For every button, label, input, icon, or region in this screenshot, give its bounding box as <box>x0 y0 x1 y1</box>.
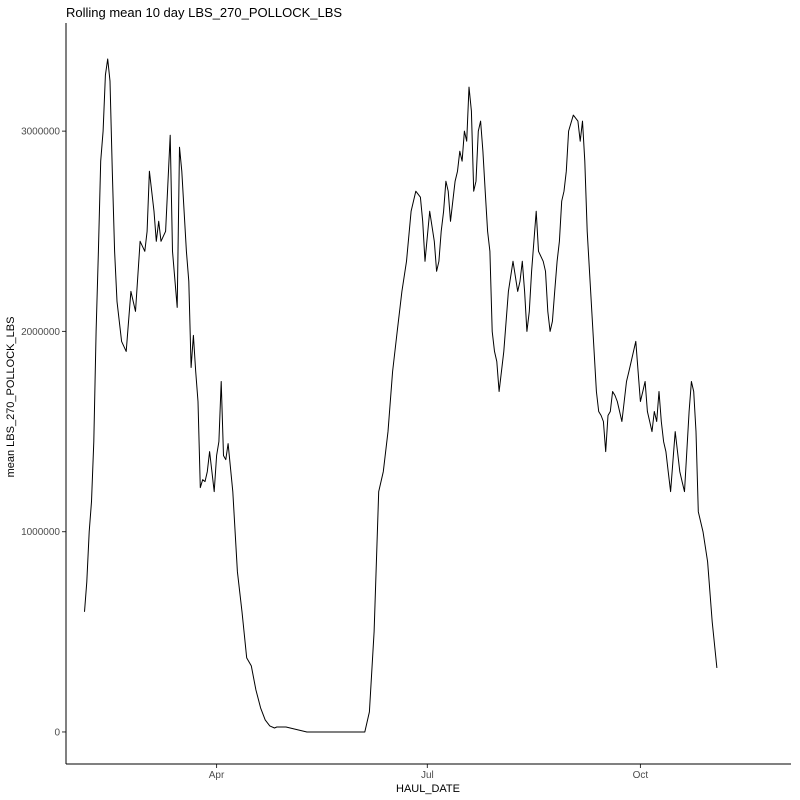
y-axis-ticks: 0 1000000 2000000 3000000 <box>21 127 66 738</box>
x-tick-label: Oct <box>633 770 649 781</box>
y-tick-label: 0 <box>54 727 60 738</box>
x-tick-label: Jul <box>421 770 434 781</box>
series-line <box>84 58 718 733</box>
x-axis-ticks: Apr Jul Oct <box>209 764 649 781</box>
y-tick-label: 1000000 <box>21 527 60 538</box>
chart-title: Rolling mean 10 day LBS_270_POLLOCK_LBS <box>66 5 342 20</box>
y-tick-label: 3000000 <box>21 127 60 138</box>
x-axis-title: HAUL_DATE <box>396 783 460 795</box>
y-axis-title: mean LBS_270_POLLOCK_LBS <box>5 317 17 478</box>
y-tick-label: 2000000 <box>21 327 60 338</box>
x-tick-label: Apr <box>209 770 225 781</box>
